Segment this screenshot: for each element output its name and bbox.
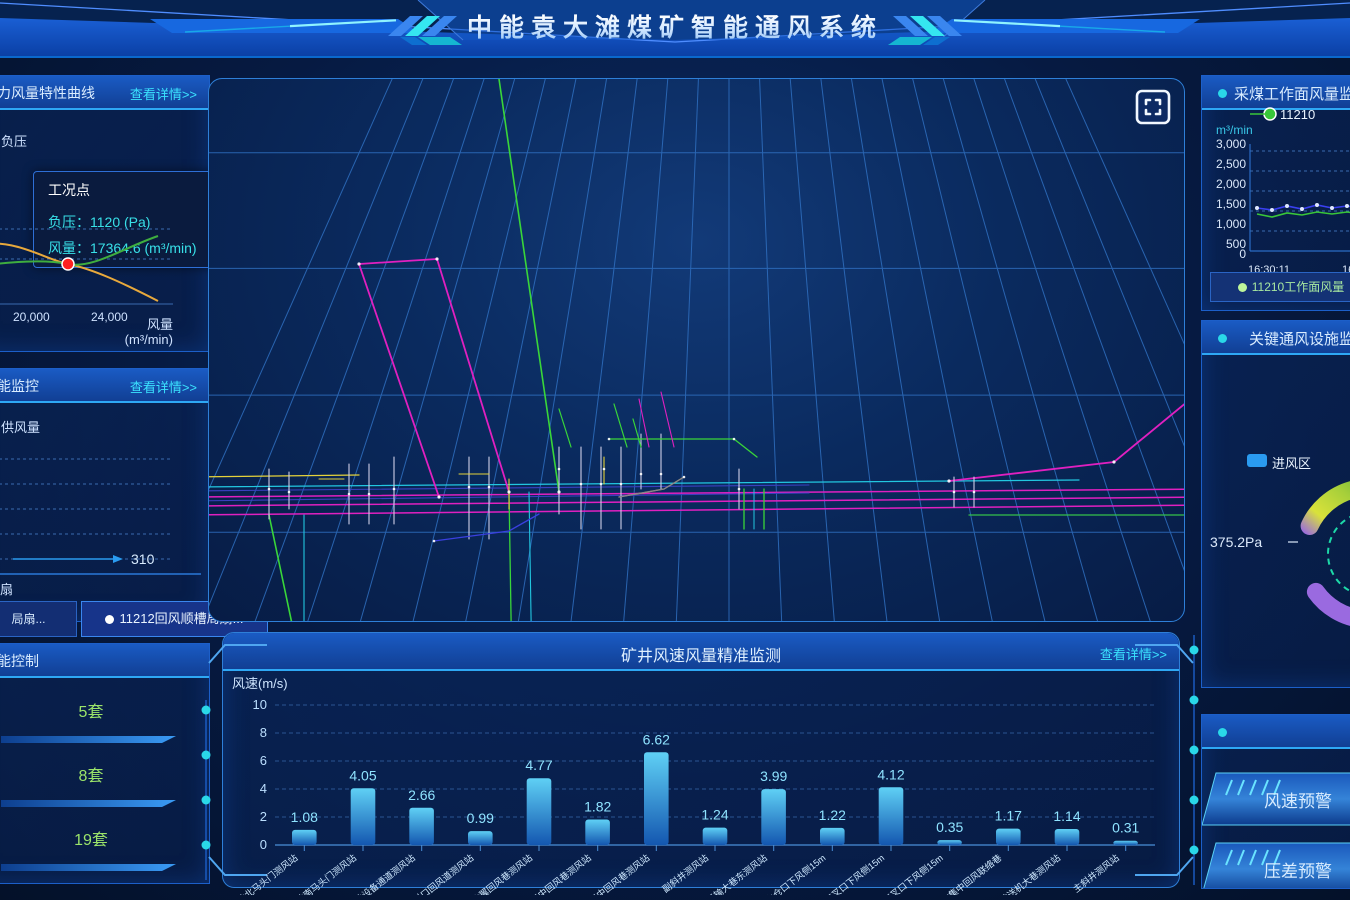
svg-text:0.35: 0.35 <box>936 819 963 835</box>
svg-text:3,000: 3,000 <box>1216 137 1246 151</box>
svg-text:2.66: 2.66 <box>408 787 435 803</box>
svg-text:1.22: 1.22 <box>819 807 846 823</box>
svg-text:0.99: 0.99 <box>467 810 494 826</box>
svg-text:风速预警: 风速预警 <box>1264 792 1332 811</box>
svg-text:3.99: 3.99 <box>760 768 787 784</box>
svg-text:(m³/min): (m³/min) <box>125 332 173 347</box>
svg-text:0: 0 <box>1239 247 1246 261</box>
svg-text:20,000: 20,000 <box>13 310 50 324</box>
svg-text:1.82: 1.82 <box>584 799 611 815</box>
svg-text:4: 4 <box>260 781 267 796</box>
svg-text:4.05: 4.05 <box>349 767 376 783</box>
svg-text:375.2Pa: 375.2Pa <box>1210 534 1262 550</box>
svg-text:4.12: 4.12 <box>877 766 904 782</box>
svg-text:2: 2 <box>260 809 267 824</box>
svg-text:11210: 11210 <box>1280 107 1315 122</box>
svg-text:风量: 风量 <box>147 317 173 332</box>
svg-text:1.24: 1.24 <box>701 807 728 823</box>
svg-text:m³/min: m³/min <box>1216 123 1253 137</box>
svg-text:1,000: 1,000 <box>1216 217 1246 231</box>
svg-text:24,000: 24,000 <box>91 310 128 324</box>
svg-text:1.17: 1.17 <box>995 808 1022 824</box>
svg-text:310: 310 <box>131 551 155 567</box>
svg-text:2,500: 2,500 <box>1216 157 1246 171</box>
svg-text:10: 10 <box>253 697 267 712</box>
svg-text:立井北马头门测风站: 立井北马头门测风站 <box>237 852 300 895</box>
svg-text:2,000: 2,000 <box>1216 177 1246 191</box>
svg-text:4.77: 4.77 <box>525 757 552 773</box>
svg-text:1,500: 1,500 <box>1216 197 1246 211</box>
svg-text:8: 8 <box>260 725 267 740</box>
svg-text:副斜井测风站: 副斜井测风站 <box>660 852 710 895</box>
svg-text:1.14: 1.14 <box>1053 808 1080 824</box>
svg-text:6: 6 <box>260 753 267 768</box>
svg-text:1.08: 1.08 <box>291 809 318 825</box>
svg-text:0: 0 <box>260 837 267 852</box>
svg-text:主斜井测风站: 主斜井测风站 <box>1071 852 1121 895</box>
svg-text:6.62: 6.62 <box>643 731 670 747</box>
svg-text:北翼回风巷测风站: 北翼回风巷测风站 <box>470 852 535 895</box>
svg-text:0.31: 0.31 <box>1112 820 1139 836</box>
svg-text:压差预警: 压差预警 <box>1264 862 1332 881</box>
